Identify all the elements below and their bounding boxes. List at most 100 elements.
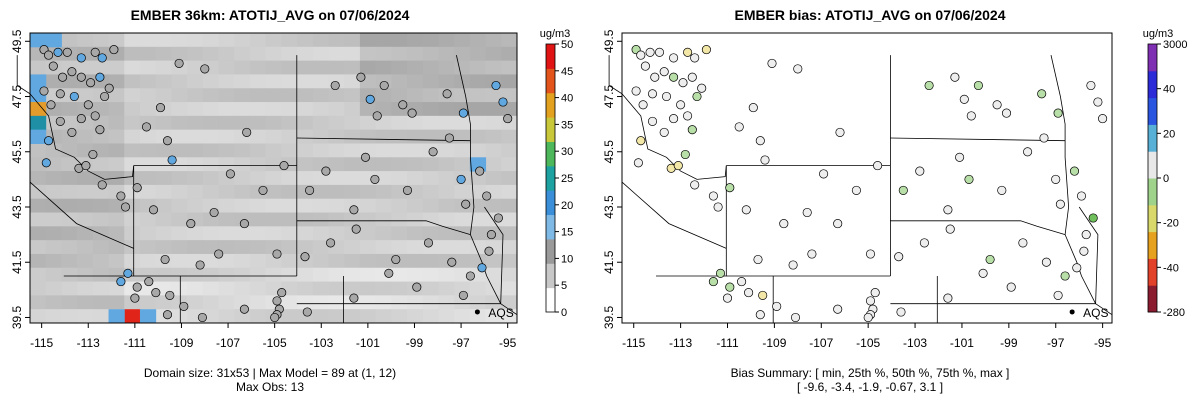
raster-cell [187,102,204,117]
raster-cell [77,295,94,310]
raster-cell [30,226,47,241]
state-border [1050,55,1096,304]
raster-cell [297,295,314,310]
site-marker [645,47,655,57]
site-marker [676,100,686,110]
state-border [1078,206,1099,304]
raster-cell [454,295,471,310]
raster-cell [454,309,471,324]
raster-cell [454,143,471,158]
site-marker [179,301,189,311]
site-marker [97,180,107,190]
raster-cell [92,253,110,269]
raster-cell [359,309,377,324]
raster-cell [407,226,424,241]
raster-cell [422,184,439,200]
raster-cell [485,143,502,158]
raster-cell [218,281,235,296]
colorbar-tick-label: 5 [561,280,567,292]
raster-cell [328,295,345,310]
raster-hot-cell [139,309,157,324]
colorbar-tick-label: 40 [561,93,573,105]
site-marker [372,111,382,121]
site-marker [116,277,126,287]
raster-cell [124,253,141,269]
site-marker [442,89,452,99]
raster-cell [92,129,110,144]
raster-cell [108,198,125,214]
raster-cell [234,88,251,103]
raster-cell [218,60,235,75]
site-marker [690,180,700,190]
raster-cell [77,60,94,75]
raster-cell [202,115,220,131]
raster-cell [359,33,377,48]
raster-cell [297,33,314,48]
site-marker [678,78,688,88]
y-tick-label: 47.5 [10,85,24,109]
raster-cell [171,88,188,103]
site-marker [258,185,268,195]
raster-cell [407,60,424,75]
site-marker [486,230,496,240]
site-marker [1060,271,1070,281]
raster-cell [265,74,282,89]
raster-cell [155,184,172,200]
site-marker [636,50,646,60]
raster-cell [454,253,471,269]
site-marker [76,114,86,124]
raster-cell [281,240,298,255]
site-marker [802,207,812,218]
raster-cell [187,129,204,144]
raster-cell [359,115,377,131]
x-tick-label: -107 [216,336,240,350]
raster-cell [265,88,282,103]
raster-cell [265,226,282,241]
site-marker [690,53,700,63]
site-marker [242,127,252,137]
raster-cell [297,60,314,75]
raster-cell [359,198,377,214]
raster-cell [249,212,267,227]
site-marker [116,191,126,201]
site-marker [148,205,159,215]
raster-cell [407,129,424,144]
site-marker [767,58,777,68]
raster-cell [328,46,345,62]
colorbar-segment [546,263,555,289]
raster-cell [265,115,282,131]
raster-cell [344,102,361,117]
site-marker [959,94,969,104]
site-marker [162,136,173,146]
site-marker [132,282,142,292]
raster-cell [454,46,471,62]
raster-cell [328,60,345,75]
raster-cell [407,309,424,324]
raster-cell [124,74,141,89]
site-marker [973,80,983,91]
raster-cell [265,184,282,200]
chart-title: EMBER bias: ATOTIJ_AVG on 07/06/2024 [734,7,1005,23]
raster-cell [438,309,455,324]
raster-cell [77,212,94,227]
raster-cell [124,33,141,48]
raster-cell [187,240,204,255]
raster-cell [454,184,471,200]
site-marker [165,290,175,300]
site-marker [1006,282,1016,292]
caption-line-2: Max Obs: 13 [236,380,304,394]
raster-cell [501,253,518,269]
raster-cell [485,309,502,324]
raster-cell [30,212,47,227]
raster-cell [454,157,471,172]
site-marker [95,72,105,82]
raster-cell [469,226,487,241]
raster-cell [139,143,157,158]
raster-cell [155,115,172,131]
site-marker [807,249,817,259]
site-marker [465,271,475,281]
site-marker [477,263,487,273]
raster-cell [30,184,47,200]
raster-cell [202,88,220,103]
raster-cell [265,212,282,227]
